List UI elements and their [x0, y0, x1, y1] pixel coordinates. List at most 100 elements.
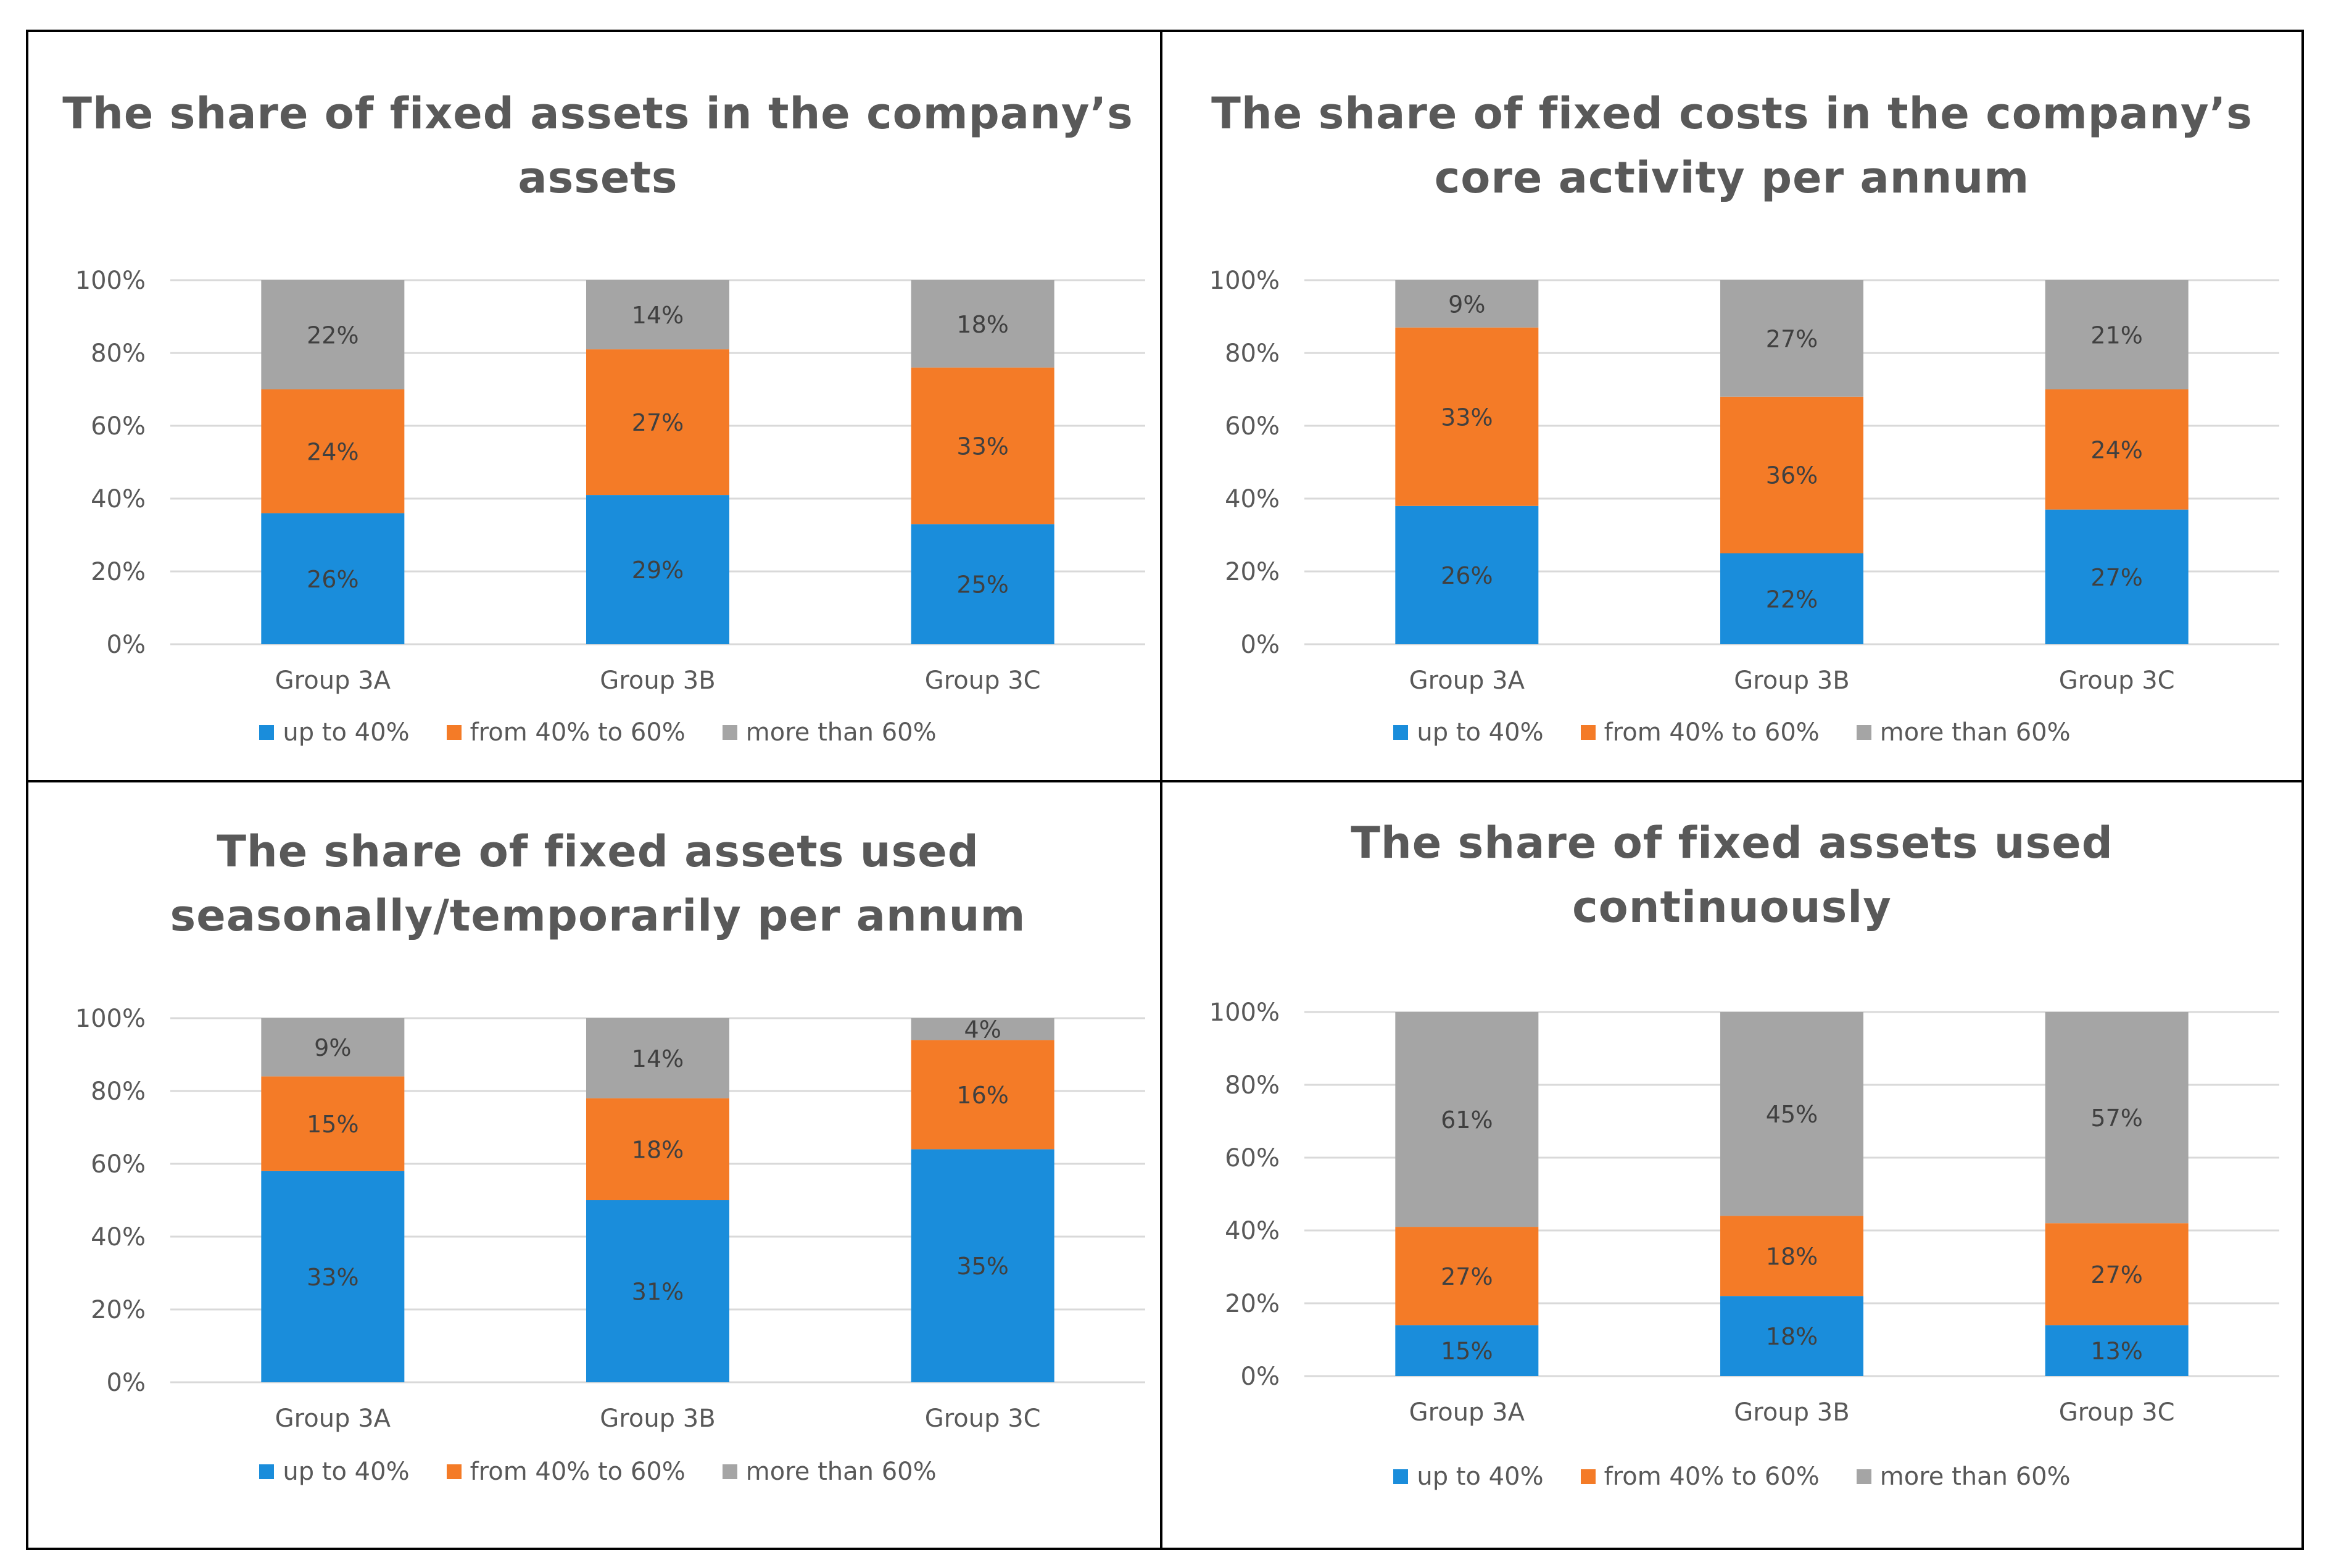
legend-label: up to 40% [1417, 718, 1544, 747]
legend-item-more-than-60: more than 60% [722, 718, 937, 747]
data-label: 33% [956, 433, 1008, 460]
legend-swatch [446, 1464, 462, 1479]
segment-40-to-60 [911, 367, 1054, 525]
legend-swatch [1580, 725, 1596, 740]
x-category-label: Group 3C [925, 666, 1041, 695]
x-category-label: Group 3C [2059, 666, 2175, 695]
segment-more-than-60 [586, 1018, 729, 1098]
data-label: 61% [1441, 1106, 1493, 1134]
segment-up-to-40 [1720, 553, 1863, 644]
y-tick-label: 40% [91, 1223, 146, 1251]
x-category-label: Group 3C [925, 1404, 1041, 1433]
data-label: 27% [2090, 1261, 2142, 1288]
segment-more-than-60 [1720, 280, 1863, 397]
x-category-label: Group 3A [1409, 1398, 1525, 1427]
segment-more-than-60 [2045, 280, 2189, 389]
chart-legend: up to 40% from 40% to 60% more than 60% [28, 718, 1167, 747]
data-label: 26% [307, 566, 358, 593]
data-label: 14% [632, 1045, 684, 1072]
y-tick-label: 0% [107, 1369, 146, 1397]
data-label: 22% [1766, 586, 1818, 613]
x-category-label: Group 3A [275, 666, 391, 695]
y-tick-label: 40% [1225, 485, 1280, 513]
legend-label: from 40% to 60% [470, 1458, 686, 1486]
segment-up-to-40 [1395, 505, 1539, 644]
segment-more-than-60 [1395, 1012, 1539, 1227]
legend-item-40-to-60: from 40% to 60% [1580, 1462, 1820, 1491]
segment-40-to-60 [586, 1098, 729, 1200]
stacked-bar-chart: 0% 20% 40% 60% 80% 100% 15% 27% 61% Group 3A 18% 18… [1209, 998, 2279, 1427]
segment-more-than-60 [1720, 1012, 1863, 1216]
legend-swatch [259, 725, 275, 740]
legend-label: up to 40% [283, 718, 410, 747]
legend-swatch [1580, 1469, 1596, 1484]
y-tick-label: 80% [91, 1077, 146, 1106]
y-tick-label: 0% [107, 631, 146, 659]
data-label: 36% [1766, 462, 1818, 489]
segment-up-to-40 [1720, 1296, 1863, 1376]
legend-item-up-to-40: up to 40% [259, 718, 410, 747]
x-category-label: Group 3A [1409, 666, 1525, 695]
legend-label: more than 60% [1879, 1462, 2071, 1491]
chart-title-line: The share of fixed assets used [217, 826, 979, 877]
segment-more-than-60 [911, 280, 1054, 368]
legend-swatch [722, 1464, 737, 1479]
segment-up-to-40 [261, 513, 405, 644]
segment-more-than-60 [261, 1018, 405, 1077]
chart-title: The share of fixed assets used seasonall… [28, 819, 1167, 948]
stacked-bar-chart: 0% 20% 40% 60% 80% 100% 33% 15% 9% Group 3A 31% 18%… [75, 1005, 1145, 1433]
segment-40-to-60 [586, 349, 729, 496]
data-label: 33% [1441, 404, 1493, 431]
legend-swatch [1393, 725, 1409, 740]
legend-label: from 40% to 60% [470, 718, 686, 747]
data-label: 33% [307, 1264, 358, 1291]
chart-panel-fixed-costs-share: The share of fixed costs in the company’… [1160, 30, 2304, 790]
y-tick-label: 80% [91, 339, 146, 368]
y-tick-label: 40% [91, 485, 146, 513]
segment-up-to-40 [586, 495, 729, 644]
data-label: 31% [632, 1279, 684, 1306]
chart-title: The share of fixed assets used continuou… [1162, 811, 2301, 939]
data-label: 9% [1448, 291, 1485, 318]
legend-label: more than 60% [745, 718, 937, 747]
segment-40-to-60 [261, 389, 405, 513]
data-label: 26% [1441, 562, 1493, 589]
chart-title-line: seasonally/temporarily per annum [170, 890, 1026, 941]
segment-up-to-40 [911, 524, 1054, 644]
data-label: 35% [956, 1253, 1008, 1280]
x-category-label: Group 3B [1734, 666, 1849, 695]
segment-more-than-60 [2045, 1012, 2189, 1224]
data-label: 29% [632, 557, 684, 584]
legend-item-40-to-60: from 40% to 60% [446, 1458, 686, 1486]
legend-item-up-to-40: up to 40% [1393, 718, 1544, 747]
y-tick-label: 100% [1209, 267, 1280, 295]
y-tick-label: 100% [75, 267, 146, 295]
legend-label: more than 60% [745, 1458, 937, 1486]
y-tick-label: 60% [91, 1150, 146, 1179]
segment-40-to-60 [1395, 1227, 1539, 1325]
data-label: 18% [956, 311, 1008, 338]
segment-40-to-60 [1395, 327, 1539, 506]
chart-title-line: The share of fixed assets in the company… [62, 88, 1133, 139]
segment-40-to-60 [2045, 389, 2189, 510]
data-label: 27% [2090, 564, 2142, 591]
x-category-label: Group 3C [2059, 1398, 2175, 1427]
segment-up-to-40 [261, 1171, 405, 1382]
data-label: 27% [1441, 1263, 1493, 1290]
legend-label: up to 40% [1417, 1462, 1544, 1491]
legend-label: from 40% to 60% [1604, 1462, 1820, 1491]
legend-swatch [1856, 1469, 1871, 1484]
y-tick-label: 0% [1241, 631, 1280, 659]
stacked-bar-chart: 0% 20% 40% 60% 80% 100% 26% 24% 22% Group 3A 29% 27… [75, 267, 1145, 695]
chart-panel-seasonal-assets: The share of fixed assets used seasonall… [26, 780, 1170, 1550]
segment-up-to-40 [911, 1149, 1054, 1382]
data-label: 25% [956, 571, 1008, 599]
stacked-bar-chart: 0% 20% 40% 60% 80% 100% 26% 33% 9% Group 3A 22% 36%… [1209, 267, 2279, 695]
segment-40-to-60 [1720, 396, 1863, 554]
y-tick-label: 0% [1241, 1363, 1280, 1391]
y-tick-label: 40% [1225, 1217, 1280, 1245]
legend-item-40-to-60: from 40% to 60% [446, 718, 686, 747]
chart-title-line: continuously [1572, 882, 1892, 932]
segment-more-than-60 [1395, 280, 1539, 328]
chart-panel-fixed-assets-share: The share of fixed assets in the company… [26, 30, 1170, 790]
